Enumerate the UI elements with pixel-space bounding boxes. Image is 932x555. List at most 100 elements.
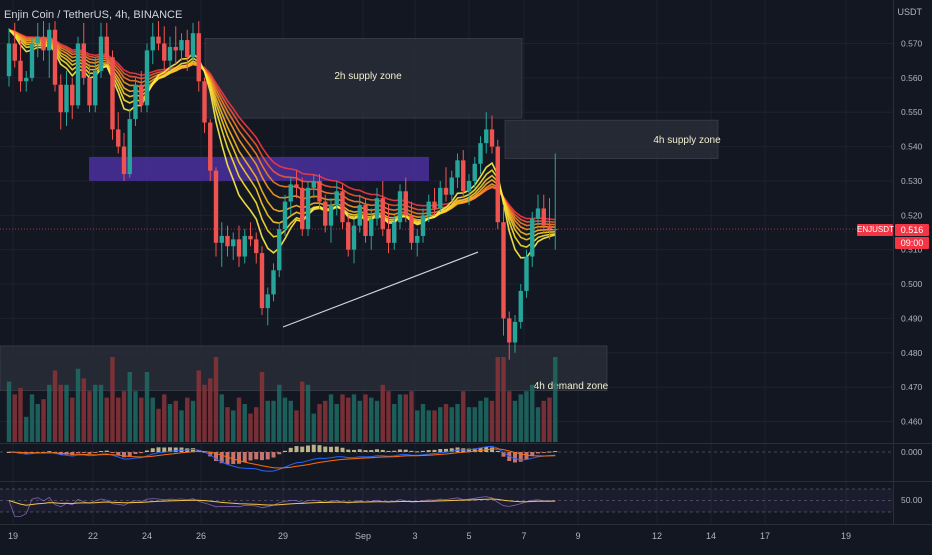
rsi-ma-line <box>8 498 556 506</box>
x-tick-label: 3 <box>412 531 417 541</box>
macd-hist-bar <box>173 447 178 452</box>
volume-bar <box>156 408 161 442</box>
candle-body <box>535 208 541 219</box>
candle-body <box>225 235 230 247</box>
candle-body <box>104 36 109 58</box>
volume-bar <box>438 407 443 442</box>
macd-hist-bar <box>380 449 385 452</box>
candles[interactable] <box>6 21 558 360</box>
candle-body <box>58 84 63 113</box>
candle-body <box>144 50 150 106</box>
macd-hist-bar <box>553 451 558 453</box>
candle-body <box>380 198 385 230</box>
macd-zero-label: 0.000 <box>901 447 923 457</box>
macd-hist-bar <box>478 447 483 452</box>
volume-bar <box>52 370 58 442</box>
volume-bar <box>75 368 81 442</box>
rsi-level-label: 50.00 <box>901 495 923 505</box>
candle-body <box>167 46 173 61</box>
candle-body <box>208 122 213 171</box>
candle-body <box>150 36 155 51</box>
candle-body <box>93 70 98 106</box>
volume-bar <box>351 394 357 442</box>
macd-hist-bar <box>145 450 149 452</box>
y-tick-label: 0.520 <box>901 210 923 220</box>
macd-hist-bar <box>47 451 52 453</box>
volume-bar <box>484 397 489 442</box>
volume-bar <box>196 370 201 442</box>
volume-bar <box>300 381 305 442</box>
candle-body <box>392 222 397 243</box>
volume-bar <box>98 384 104 442</box>
candle-body <box>438 187 443 209</box>
macd-hist-bar <box>265 452 270 460</box>
supply-zone-2h <box>204 38 523 119</box>
volume-bar <box>328 394 334 442</box>
volume-bar <box>6 381 12 442</box>
volume-bar <box>259 372 265 442</box>
volume-bar <box>334 404 339 442</box>
candle-body <box>64 84 69 113</box>
candle-body <box>87 77 92 106</box>
macd-hist-bar <box>369 450 374 452</box>
candle-body <box>484 129 489 144</box>
volume-bar <box>18 388 23 442</box>
macd-hist-bar <box>357 449 362 452</box>
volume-bar <box>455 404 460 442</box>
macd-hist-bar <box>530 452 535 457</box>
volume-bar <box>386 391 391 442</box>
volume-bar <box>357 400 362 442</box>
candle-body <box>254 239 259 254</box>
x-tick-label: Sep <box>355 531 371 541</box>
macd-hist-bar <box>403 449 408 452</box>
volume-bar <box>144 372 150 442</box>
candle-body <box>277 229 282 271</box>
volume-bar <box>248 413 253 442</box>
macd-hist-bar <box>323 446 328 452</box>
volume-bar <box>225 407 230 442</box>
macd-hist-bar <box>524 452 529 460</box>
candle-body <box>29 43 35 78</box>
y-tick-label: 0.560 <box>901 73 923 83</box>
volume-bar <box>58 384 63 442</box>
volume-bars <box>6 357 558 442</box>
volume-bar <box>449 407 454 442</box>
x-tick-label: 24 <box>142 531 152 541</box>
candle-body <box>300 187 305 230</box>
macd-hist-bar <box>288 447 293 452</box>
y-tick-label: 0.510 <box>901 245 923 255</box>
macd-hist-bar <box>283 450 287 452</box>
macd-hist-bar <box>501 452 506 457</box>
macd-hist-bar <box>260 452 264 461</box>
macd-hist-bar <box>248 452 253 461</box>
candle-body <box>190 33 196 58</box>
candle-body <box>311 180 316 188</box>
volume-bar <box>179 410 184 442</box>
candle-body <box>139 84 144 106</box>
candle-body <box>305 187 311 230</box>
volume-bar <box>547 397 552 442</box>
volume-bar <box>426 410 431 442</box>
candle-body <box>156 36 161 44</box>
candle-body <box>530 218 535 257</box>
macd-hist-bar <box>156 447 161 452</box>
macd-hist-bar <box>87 452 92 454</box>
macd-hist-bar <box>127 452 132 457</box>
candle-body <box>35 36 40 44</box>
candle-body <box>6 43 12 77</box>
candle-body <box>386 229 391 243</box>
candle-body <box>162 43 167 61</box>
volume-bar <box>553 357 558 442</box>
x-tick-label: 5 <box>466 531 471 541</box>
candle-body <box>173 46 178 51</box>
macd-hist-bar <box>254 452 259 460</box>
candle-body <box>323 201 328 226</box>
volume-bar <box>409 391 414 442</box>
candle-body <box>524 256 529 291</box>
trendline[interactable] <box>282 251 479 328</box>
macd-hist-bar <box>438 449 443 452</box>
candle-body <box>75 43 81 106</box>
macd-signal-line <box>8 448 556 469</box>
